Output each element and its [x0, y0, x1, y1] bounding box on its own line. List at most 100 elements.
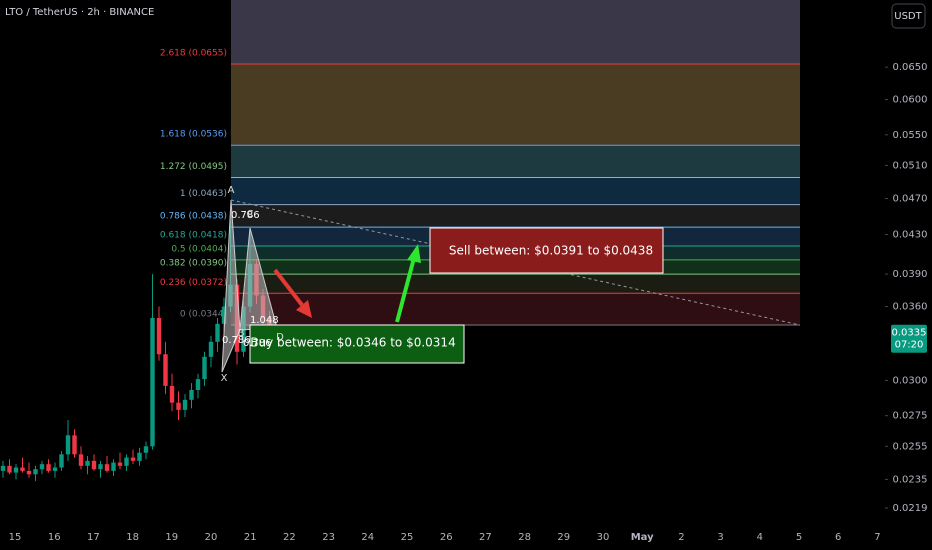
- green-arrow: [395, 244, 421, 323]
- x-tick-label: 18: [126, 532, 139, 543]
- candle-body: [137, 452, 142, 461]
- x-tick-label: 19: [165, 532, 178, 543]
- candle-body: [195, 379, 201, 391]
- candle-body: [156, 317, 162, 355]
- candle-body: [124, 457, 129, 466]
- sell-note: Sell between: $0.0391 to $0.0438: [449, 244, 653, 258]
- fib-band: [231, 204, 800, 228]
- candle-body: [117, 462, 123, 466]
- candle-body: [169, 385, 175, 403]
- candle-body: [59, 454, 64, 468]
- y-tick-label: 0.0219: [893, 503, 928, 514]
- x-tick-label: 2: [678, 532, 684, 543]
- candle-body: [98, 464, 103, 470]
- fib-label: 1.272 (0.0495): [160, 162, 227, 172]
- candle-body: [91, 460, 97, 470]
- x-tick-label: 29: [557, 532, 570, 543]
- price-tag-label: 0.0335: [892, 328, 927, 339]
- fib-band: [231, 63, 800, 146]
- y-tick-label: 0.0650: [893, 62, 928, 73]
- candle-body: [78, 454, 84, 466]
- candle-body: [221, 306, 227, 324]
- x-tick-label: 5: [796, 532, 802, 543]
- x-tick-label: 24: [361, 532, 374, 543]
- fib-band: [231, 293, 800, 325]
- sell-box: [429, 227, 664, 274]
- trend-line: [230, 199, 801, 326]
- candle-body: [46, 464, 51, 471]
- candle-body: [39, 464, 45, 470]
- point-label: C: [247, 209, 254, 220]
- candle-body: [20, 467, 25, 471]
- x-tick-label: 28: [518, 532, 531, 543]
- candle-body: [111, 462, 116, 471]
- candle-body: [72, 435, 77, 455]
- candle-body: [85, 460, 90, 466]
- chart-title: LTO / TetherUS · 2h · BINANCE: [5, 7, 154, 18]
- candle-body: [189, 390, 194, 400]
- candle-body: [182, 399, 188, 410]
- x-tick-label: May: [631, 532, 654, 543]
- candle-body: [26, 470, 32, 475]
- y-tick-label: 0.0390: [893, 269, 928, 280]
- x-tick-label: 3: [717, 532, 723, 543]
- candle-body: [104, 464, 110, 471]
- fib-label: 0.5 (0.0404): [171, 244, 227, 254]
- candle-body: [0, 465, 6, 471]
- x-tick-label: 23: [322, 532, 335, 543]
- y-tick-label: 0.0275: [893, 411, 928, 422]
- fib-label: 0 (0.0344): [180, 309, 227, 319]
- candle-body: [52, 467, 58, 471]
- fib-label: 0.618 (0.0418): [160, 231, 227, 241]
- candle-body: [176, 402, 181, 410]
- x-tick-label: 4: [757, 532, 763, 543]
- fib-band: [231, 177, 800, 205]
- x-tick-label: 16: [48, 532, 61, 543]
- pattern-xab: [221, 199, 241, 373]
- candle-body: [202, 356, 207, 380]
- point-label: D: [276, 332, 284, 343]
- fib-label: 0.786 (0.0438): [160, 212, 227, 222]
- fib-label: 0.382 (0.0390): [160, 259, 227, 269]
- ratio-label: 1.048: [250, 315, 279, 326]
- candle-body: [143, 446, 149, 453]
- candle-body: [208, 341, 214, 357]
- ratio-label: 0.786: [243, 338, 272, 349]
- candle-body: [150, 317, 155, 447]
- point-label: A: [228, 185, 235, 196]
- candle-body: [33, 469, 38, 475]
- y-tick-label: 0.0360: [893, 302, 928, 313]
- y-tick-label: 0.0600: [893, 95, 928, 106]
- fib-label: 1.618 (0.0536): [160, 130, 227, 140]
- axes: 0.0650 0.0600 0.0550 0.0510 0.0470 0.0430 0.03…: [9, 62, 928, 543]
- ratio-label: 0.786: [222, 335, 251, 346]
- y-tick-label: 0.0255: [893, 441, 928, 452]
- x-tick-label: 7: [874, 532, 880, 543]
- candle-body: [65, 435, 71, 455]
- point-label: B: [238, 328, 245, 339]
- x-tick-label: 15: [9, 532, 22, 543]
- currency-button[interactable]: [891, 3, 926, 29]
- x-tick-label: 27: [479, 532, 492, 543]
- y-tick-label: 0.0550: [893, 130, 928, 141]
- y-tick-label: 0.0470: [893, 193, 928, 204]
- fib-label: 2.618 (0.0655): [160, 48, 227, 58]
- x-tick-label: 26: [440, 532, 453, 543]
- x-tick-label: 17: [87, 532, 100, 543]
- x-tick-label: 21: [244, 532, 257, 543]
- x-tick-label: 22: [283, 532, 296, 543]
- fib-band: [231, 274, 800, 294]
- y-tick-label: 0.0510: [893, 160, 928, 171]
- currency-label[interactable]: USDT: [894, 11, 922, 22]
- point-label: X: [221, 373, 228, 384]
- price-tag: [891, 324, 927, 353]
- candle-body: [215, 323, 220, 342]
- ratio-label: 0.786: [231, 210, 260, 221]
- x-tick-label: 30: [597, 532, 610, 543]
- buy-note: Buy between: $0.0346 to $0.0314: [250, 336, 455, 350]
- x-tick-label: 20: [205, 532, 218, 543]
- candle-body: [13, 467, 19, 473]
- y-tick-label: 0.0300: [893, 375, 928, 386]
- buy-box: [249, 324, 465, 364]
- y-tick-label: 0.0430: [893, 230, 928, 241]
